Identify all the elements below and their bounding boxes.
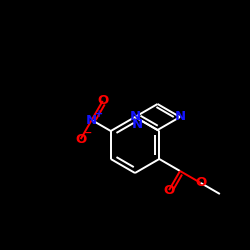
Text: O: O (75, 132, 86, 145)
Text: O: O (97, 94, 108, 108)
Text: N: N (130, 110, 140, 124)
Text: N: N (86, 114, 97, 126)
Text: O: O (195, 176, 206, 190)
Text: +: + (95, 109, 103, 119)
Text: O: O (164, 184, 175, 196)
Text: −: − (84, 128, 92, 138)
Text: N: N (132, 118, 142, 132)
Text: N: N (174, 110, 186, 124)
